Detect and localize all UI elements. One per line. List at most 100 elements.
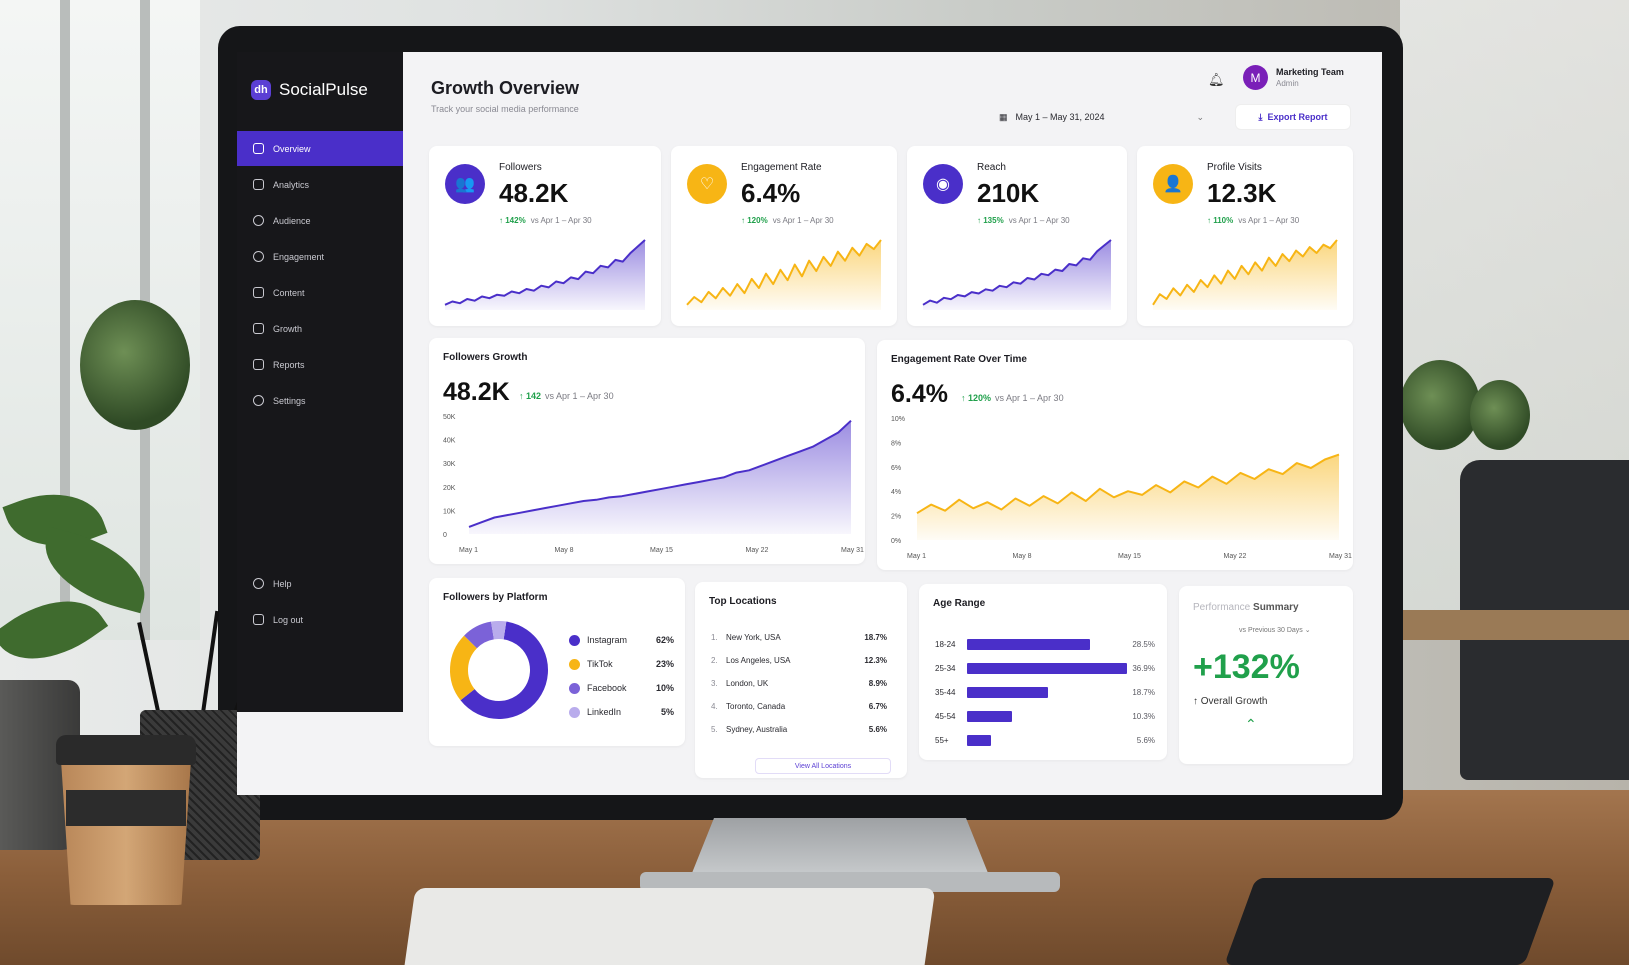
y-tick-label: 50K [443,414,456,421]
sidebar-item-label: Reports [273,359,305,370]
age-bar-row: 18-24 28.5% [935,632,1155,656]
donut-slice-tiktok[interactable] [450,635,478,701]
sidebar-item-reports[interactable]: Reports [237,347,403,382]
age-bar-track [967,662,1127,674]
trend-up-icon: ⌃ [1245,716,1257,732]
age-range-card: Age Range 18-24 28.5% 25-34 36.9% 35-44 18.… [919,584,1167,760]
date-range-select[interactable]: ▦ May 1 – May 31, 2024 ⌄ [989,104,1214,130]
list-item: 5. Sydney, Australia 5.6% [711,718,887,741]
engagement-over-time-card: Engagement Rate Over Time 6.4% ↑ 120% vs … [877,340,1353,570]
age-range-chart: 18-24 28.5% 25-34 36.9% 35-44 18.7% 45-54 10… [935,632,1155,752]
view-all-locations-button[interactable]: View All Locations [755,758,891,774]
sidebar-item-label: Settings [273,395,306,406]
kpi-delta-value: ↑ 120% [741,216,768,225]
donut-slice-facebook[interactable] [464,621,495,649]
x-tick-label: May 1 [459,547,478,554]
age-bar-track [967,734,1127,746]
notebook [1224,878,1556,965]
kpi-label: Reach [977,162,1006,173]
age-value: 28.5% [1132,639,1155,649]
location-value: 6.7% [868,702,887,711]
sidebar-item-analytics[interactable]: Analytics [237,167,403,202]
sidebar-item-content[interactable]: Content [237,275,403,310]
sidebar-item-engagement[interactable]: Engagement [237,239,403,274]
sparkline-line [444,239,646,306]
keyboard [404,888,936,965]
sidebar-bottom-nav: Help Log out [237,566,403,638]
sidebar-item-help[interactable]: Help [237,566,403,601]
sidebar-item-logout[interactable]: Log out [237,602,403,637]
x-tick-label: May 15 [650,547,673,554]
age-bar-track [967,710,1127,722]
age-bar-track [967,686,1127,698]
donut-slice-instagram[interactable] [460,621,548,719]
location-city: New York, USA [726,633,781,642]
section-title: Top Locations [709,596,777,607]
window-mullion [60,0,70,640]
monitor-stand-base [640,872,1060,892]
kpi-card-reach[interactable]: ◉ Reach 210K ↑ 135% vs Apr 1 – Apr 30 [907,146,1127,326]
followers-growth-card: Followers Growth 48.2K ↑ 142 vs Apr 1 – A… [429,338,865,564]
chart-value: 48.2K [443,378,510,406]
sparkline-line [686,239,882,306]
legend-dot [569,706,580,718]
age-label: 55+ [935,735,949,745]
chart-delta: ↑ 142 vs Apr 1 – Apr 30 [519,391,614,401]
brand-name: SocialPulse [279,80,368,99]
sidebar: dh SocialPulse Overview Analytics Audien… [237,52,403,712]
kpi-card-followers[interactable]: 👥 Followers 48.2K ↑ 142% vs Apr 1 – Apr 3… [429,146,661,326]
performance-compare-select[interactable]: vs Previous 30 Days ⌄ [1239,626,1311,634]
chart-delta: ↑ 120% vs Apr 1 – Apr 30 [961,393,1064,403]
sidebar-item-overview[interactable]: Overview [237,131,403,166]
bell-icon[interactable]: 🔔︎ [1208,72,1225,87]
sidebar-item-audience[interactable]: Audience [237,203,403,238]
y-tick-label: 0 [443,532,447,539]
x-tick-label: May 22 [746,547,769,554]
chart-compare: vs Apr 1 – Apr 30 [545,391,614,401]
y-tick-label: 40K [443,438,456,445]
export-report-button[interactable]: ⤓ Export Report [1235,104,1351,130]
location-value: 18.7% [864,633,887,642]
legend-item: LinkedIn 5% [569,700,674,724]
chart-title: Engagement Rate Over Time [891,354,1027,365]
kpi-compare: vs Apr 1 – Apr 30 [1238,216,1300,225]
kpi-compare: vs Apr 1 – Apr 30 [530,216,592,225]
engagement-sparkline [686,239,882,310]
location-rank: 5. [711,725,718,734]
brand-logo-icon: dh [251,80,271,100]
kpi-card-profile-visits[interactable]: 👤 Profile Visits 12.3K ↑ 110% vs Apr 1 – … [1137,146,1353,326]
performance-value: +132% [1193,648,1300,686]
legend-label: LinkedIn [587,707,622,717]
kpi-label: Engagement Rate [741,162,822,173]
y-tick-label: 30K [443,461,456,468]
background-plant [80,300,190,430]
sidebar-item-settings[interactable]: Settings [237,383,403,418]
sidebar-item-label: Content [273,287,305,298]
image-icon [253,287,264,298]
kpi-label: Profile Visits [1207,162,1262,173]
users-icon [253,215,264,226]
location-value: 12.3% [864,656,887,665]
main-content: Growth Overview Track your social media … [403,52,1382,795]
location-value: 8.9% [868,679,887,688]
background-plant [1470,380,1530,450]
section-title: Age Range [933,598,986,609]
age-value: 18.7% [1132,687,1155,697]
age-bar-row: 55+ 5.6% [935,728,1155,752]
sidebar-item-growth[interactable]: Growth [237,311,403,346]
donut-slice-linkedin[interactable] [490,621,507,640]
brand[interactable]: dh SocialPulse [251,80,368,100]
location-rank: 2. [711,656,718,665]
kpi-label: Followers [499,162,542,173]
export-report-label: Export Report [1267,112,1328,122]
avatar[interactable]: M [1243,65,1268,90]
kpi-compare: vs Apr 1 – Apr 30 [772,216,834,225]
sparkline-line [1152,239,1338,306]
location-value: 5.6% [868,725,887,734]
grid-icon [253,143,264,154]
legend-dot [569,682,580,694]
age-bar [967,734,992,746]
kpi-card-engagement-rate[interactable]: ♡ Engagement Rate 6.4% ↑ 120% vs Apr 1 – … [671,146,897,326]
user-name[interactable]: Marketing Team [1276,67,1344,77]
series-area [469,420,851,534]
